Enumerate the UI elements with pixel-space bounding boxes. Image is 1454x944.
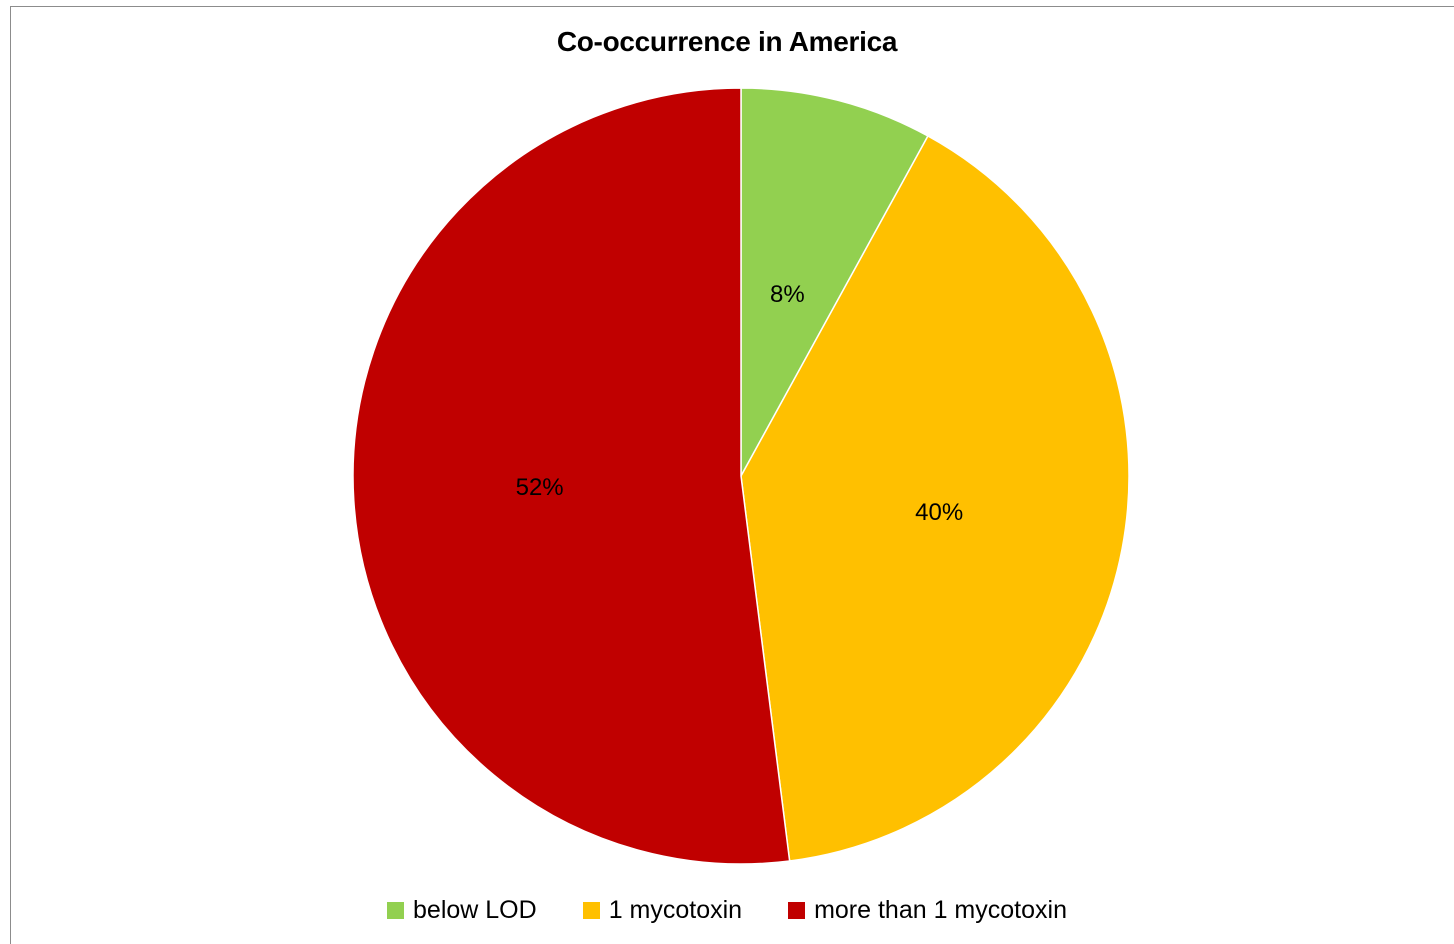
pie-slice-below-lod <box>740 87 929 477</box>
data-label-1-mycotoxin: 40% <box>915 499 963 526</box>
legend: below LOD 1 mycotoxin more than 1 mycoto… <box>0 896 1454 925</box>
legend-swatch-more-than-1-mycotoxin <box>788 902 806 919</box>
legend-item-more-than-1-mycotoxin: more than 1 mycotoxin <box>788 896 1067 925</box>
legend-label-more-than-1-mycotoxin: more than 1 mycotoxin <box>814 896 1067 924</box>
legend-item-below-lod: below LOD <box>387 896 537 925</box>
chart-title: Co-occurrence in America <box>556 26 898 57</box>
data-label-below-lod: 8% <box>770 281 805 308</box>
legend-swatch-1-mycotoxin <box>582 902 600 919</box>
data-label-more-than-1-mycotoxin: 52% <box>516 474 564 501</box>
legend-label-1-mycotoxin: 1 mycotoxin <box>608 896 743 924</box>
legend-label-below-lod: below LOD <box>413 896 537 924</box>
legend-item-1-mycotoxin: 1 mycotoxin <box>582 896 743 925</box>
legend-swatch-below-lod <box>387 902 405 919</box>
pie-slice-1-mycotoxin <box>740 134 1130 862</box>
pie-slice-more-than-1-mycotoxin <box>352 87 791 865</box>
